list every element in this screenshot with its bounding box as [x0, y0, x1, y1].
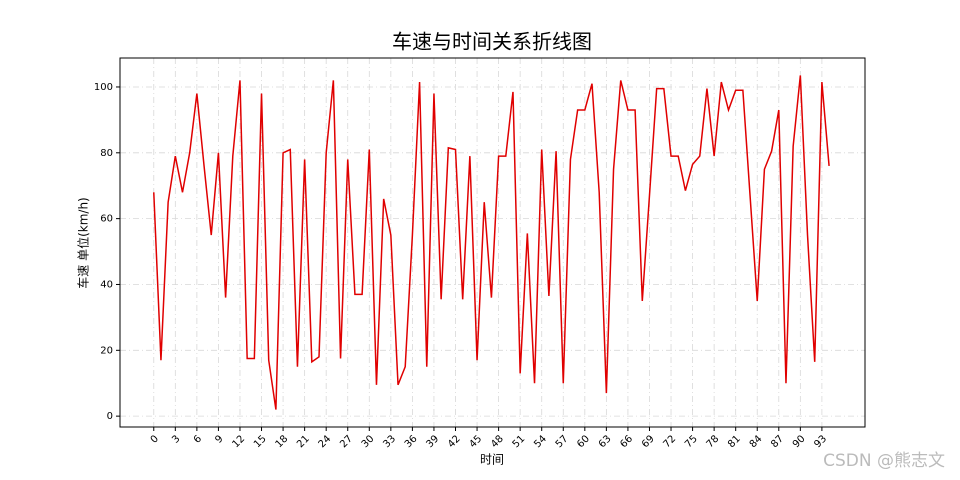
x-tick-label: 72 [661, 433, 678, 450]
x-tick-label: 30 [360, 433, 377, 450]
y-tick-label: 0 [107, 411, 113, 422]
x-tick-label: 12 [230, 433, 247, 450]
x-tick-label: 51 [511, 433, 528, 450]
x-tick-label: 42 [446, 433, 463, 450]
x-tick-label: 36 [403, 433, 420, 450]
x-tick-label: 45 [468, 433, 485, 450]
x-axis-label: 时间 [480, 453, 504, 467]
x-tick-label: 54 [532, 433, 549, 450]
x-tick-label: 48 [489, 433, 506, 450]
x-tick-label: 6 [192, 433, 204, 445]
x-tick-label: 15 [252, 433, 269, 450]
x-tick-label: 3 [170, 433, 182, 445]
x-tick-label: 93 [812, 433, 829, 450]
x-tick-label: 27 [338, 433, 355, 450]
y-axis-label: 车速 单位(km/h) [76, 197, 91, 288]
x-tick-label: 87 [769, 433, 786, 450]
x-tick-label: 21 [295, 433, 312, 450]
x-tick-label: 18 [274, 433, 291, 450]
plot-frame [119, 57, 866, 428]
watermark: CSDN @熊志文 [823, 451, 945, 471]
x-tick-label: 24 [317, 433, 334, 450]
y-tick-label: 40 [100, 279, 113, 290]
y-tick-label: 100 [94, 82, 113, 93]
x-tick-label: 66 [618, 433, 635, 450]
data-line [153, 75, 830, 410]
x-tick-label: 75 [683, 433, 700, 450]
x-tick-label: 0 [149, 433, 161, 445]
x-tick-label: 60 [575, 433, 592, 450]
x-tick-label: 69 [640, 433, 657, 450]
chart-title: 车速与时间关系折线图 [392, 30, 592, 54]
x-tick-label: 63 [597, 433, 614, 450]
y-tick-label: 20 [100, 345, 113, 356]
y-tick-label: 60 [100, 214, 113, 225]
x-tick-label: 57 [554, 433, 571, 450]
x-tick-label: 78 [705, 433, 722, 450]
x-tick-label: 33 [381, 433, 398, 450]
x-tick-label: 39 [424, 433, 441, 450]
x-tick-label: 90 [791, 433, 808, 450]
x-tick-label: 9 [213, 433, 225, 445]
x-tick-label: 81 [726, 433, 743, 450]
x-tick-label: 84 [748, 433, 765, 450]
y-tick-label: 80 [100, 148, 113, 159]
